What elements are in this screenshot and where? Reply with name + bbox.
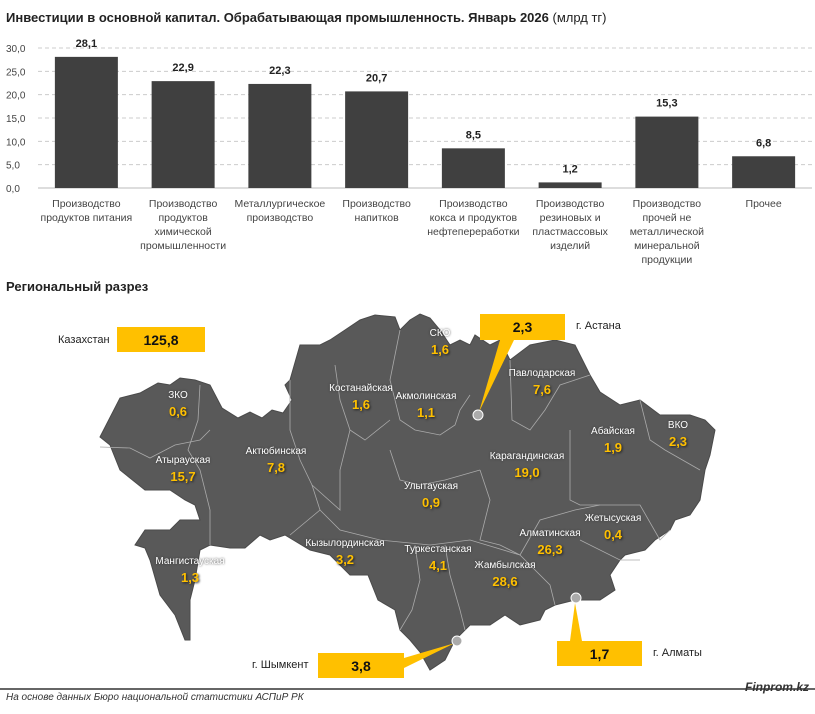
astana-value-box: 2,3 <box>480 314 565 340</box>
region-name: Акмолинская <box>395 391 457 402</box>
region-value: 7,6 <box>532 382 552 397</box>
region-value: 1,1 <box>416 405 436 420</box>
region-value: 7,8 <box>266 460 286 475</box>
y-tick-label: 25,0 <box>6 67 26 78</box>
region-value: 1,3 <box>180 570 200 585</box>
category-label: Производство резиновых и пластмассовых и… <box>532 198 608 252</box>
y-tick-label: 5,0 <box>6 161 20 172</box>
shymkent-label: г. Шымкент <box>252 659 309 671</box>
category-label: Производство кокса и продуктов нефтепере… <box>427 198 520 238</box>
bar-value-label: 28,1 <box>76 38 97 50</box>
bar-value-label: 6,8 <box>756 137 771 149</box>
region-name: Улытауская <box>403 481 459 492</box>
bar <box>54 56 118 188</box>
region-name: Жетысуская <box>584 513 642 524</box>
region-name: Атырауская <box>155 455 211 466</box>
y-tick-label: 10,0 <box>6 137 26 148</box>
category-label: Производство напитков <box>342 198 411 224</box>
bar <box>538 182 602 188</box>
region-name: Павлодарская <box>508 368 576 379</box>
almaty-label: г. Алматы <box>653 647 702 659</box>
region-value: 0,4 <box>603 527 623 542</box>
bar-value-label: 22,9 <box>172 62 193 74</box>
region-value: 0,9 <box>421 495 441 510</box>
region-value: 3,2 <box>335 552 355 567</box>
footer-divider <box>0 688 815 690</box>
bar-value-label: 20,7 <box>366 72 387 84</box>
region-name: ВКО <box>667 420 689 431</box>
total-value-box: 125,8 <box>117 327 205 352</box>
bar <box>151 81 215 188</box>
region-value: 0,6 <box>168 404 188 419</box>
bar-chart: 0,0 5,0 10,0 15,0 20,0 25,0 30,0 28,1 22,9 22,3 20… <box>6 38 812 195</box>
section-title: Региональный разрез <box>6 279 149 294</box>
region-value: 1,6 <box>351 397 371 412</box>
region-value: 1,9 <box>603 440 623 455</box>
bar-value-label: 8,5 <box>466 129 481 141</box>
bar <box>248 83 312 188</box>
region-name: Алматинская <box>519 528 581 539</box>
callout-pointers <box>404 340 582 668</box>
almaty-value-box: 1,7 <box>557 641 642 666</box>
y-tick-label: 0,0 <box>6 184 20 195</box>
region-value: 26,3 <box>537 542 563 557</box>
category-label: Производство продуктов питания <box>40 198 133 224</box>
region-name: Карагандинская <box>489 451 565 462</box>
bar <box>732 156 796 188</box>
map-shape <box>99 313 716 671</box>
region-name: Мангистауская <box>155 556 225 567</box>
region-value: 19,0 <box>514 465 540 480</box>
bar-value-label: 22,3 <box>269 65 290 77</box>
y-tick-label: 15,0 <box>6 114 26 125</box>
source-note: На основе данных Бюро национальной стати… <box>6 692 304 703</box>
chart-title: Инвестиции в основной капитал. Обрабатыв… <box>6 10 607 25</box>
region-value: 15,7 <box>170 469 196 484</box>
almaty-marker <box>570 592 582 604</box>
bar-value-label: 1,2 <box>562 163 577 175</box>
region-name: Костанайская <box>329 383 393 394</box>
region-name: Актюбинская <box>245 446 307 457</box>
region-name: Туркестанская <box>404 544 472 555</box>
y-tick-label: 30,0 <box>6 44 26 55</box>
region-name: Кызылординская <box>305 538 385 549</box>
bar <box>441 148 505 188</box>
region-name: СКО <box>429 328 451 339</box>
category-label: Прочее <box>745 198 782 210</box>
region-name: ЗКО <box>168 390 188 401</box>
astana-marker <box>472 409 484 421</box>
region-borders <box>99 329 701 631</box>
category-label: Производство продуктов химической промыш… <box>140 198 227 252</box>
brand-logo: Finprom.kz <box>744 680 809 694</box>
region-name: Жамбылская <box>474 560 536 571</box>
region-name: Абайская <box>591 426 635 437</box>
region-value: 4,1 <box>428 558 448 573</box>
astana-label: г. Астана <box>576 320 621 332</box>
total-label: Казахстан <box>58 334 110 346</box>
region-value: 2,3 <box>668 434 688 449</box>
bar-value-label: 15,3 <box>656 98 677 110</box>
region-value: 1,6 <box>430 342 450 357</box>
category-label: Производство прочей не металлической мин… <box>629 198 705 266</box>
region-value: 28,6 <box>492 574 518 589</box>
category-label: Металлургическое производство <box>234 198 326 224</box>
y-tick-label: 20,0 <box>6 91 26 102</box>
bar <box>635 116 699 188</box>
bar <box>345 91 409 188</box>
shymkent-value-box: 3,8 <box>318 653 404 678</box>
shymkent-marker <box>451 635 463 647</box>
